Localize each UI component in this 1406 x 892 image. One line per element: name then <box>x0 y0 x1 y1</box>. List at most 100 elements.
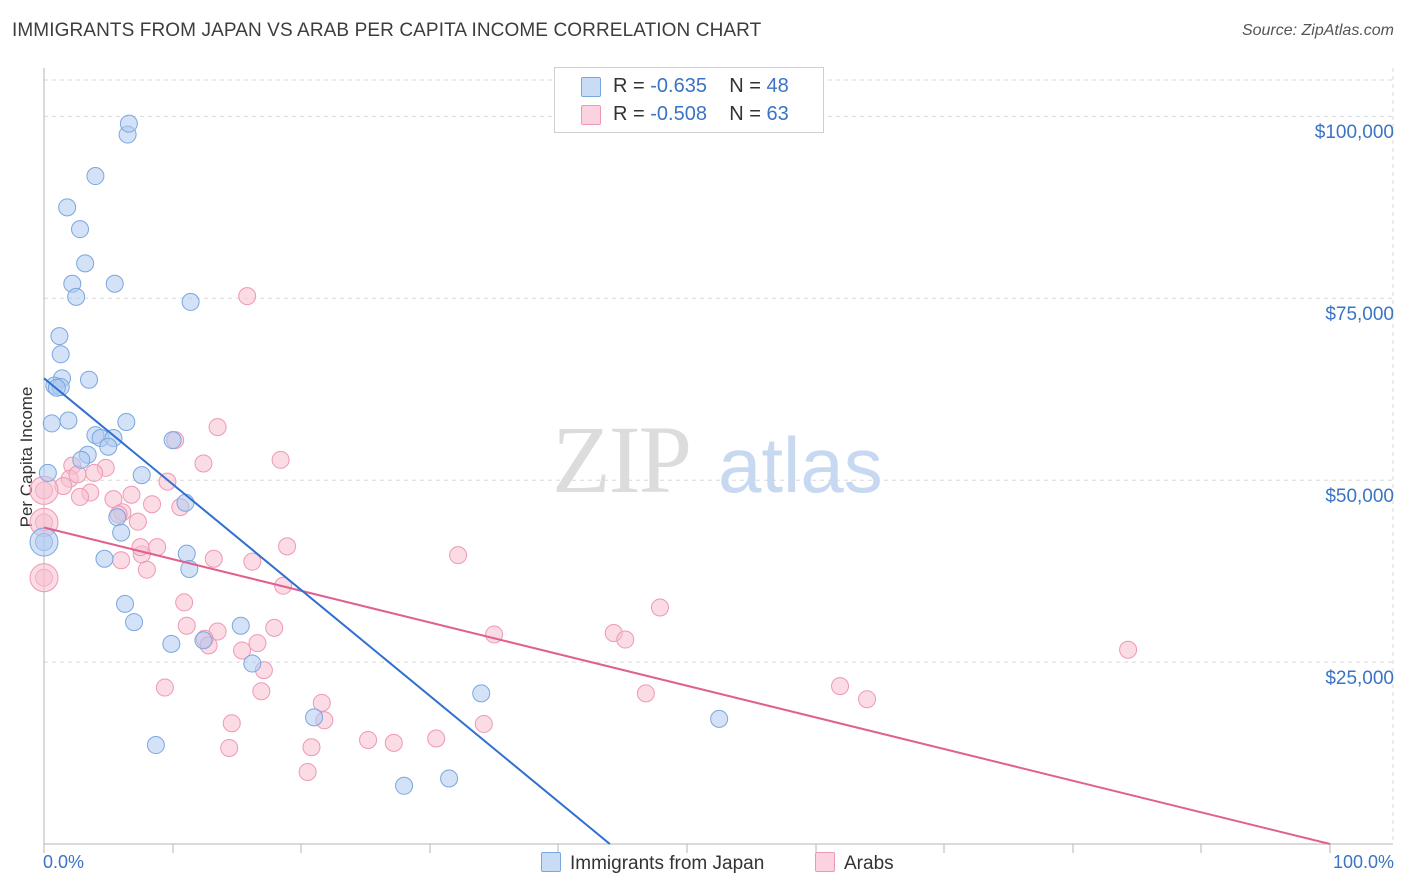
japan-point <box>95 549 114 568</box>
legend-r-value: -0.508 <box>650 103 707 125</box>
arab-point <box>831 677 850 696</box>
arab-point <box>238 287 257 306</box>
arab-point <box>474 714 493 733</box>
arab-point <box>220 738 239 757</box>
legend-n-label: N = <box>729 103 767 125</box>
japan-point <box>163 431 182 450</box>
japan-points <box>29 114 729 795</box>
japan-point <box>176 493 195 512</box>
arab-point <box>265 618 284 637</box>
japan-point <box>710 709 729 728</box>
japan-point <box>132 466 151 485</box>
arab-point <box>155 678 174 697</box>
legend-swatch-arabs <box>581 105 601 125</box>
arab-point <box>137 560 156 579</box>
japan-point <box>305 708 324 727</box>
arab-point <box>128 512 147 531</box>
bottom-legend-swatch-arabs <box>815 852 835 872</box>
bottom-legend-swatch-japan <box>541 852 561 872</box>
arab-point <box>298 762 317 781</box>
japan-point <box>86 167 105 186</box>
legend-swatch-japan <box>581 77 601 97</box>
arab-point <box>122 485 141 504</box>
japan-point <box>243 654 262 673</box>
japan-point <box>59 411 78 430</box>
japan-point <box>58 198 77 217</box>
japan-point <box>177 544 196 563</box>
japan-point <box>71 220 90 239</box>
arab-point <box>194 454 213 473</box>
arab-point <box>312 693 331 712</box>
legend-n-value: 48 <box>766 75 789 97</box>
japan-point <box>76 254 95 273</box>
arab-point <box>302 738 321 757</box>
japan-point <box>395 776 414 795</box>
arab-point <box>271 450 290 469</box>
arab-point <box>71 487 90 506</box>
watermark-zip: ZIP <box>552 406 690 513</box>
arab-point <box>384 733 403 752</box>
japan-point <box>119 114 138 133</box>
x-tick-label-max: 100.0% <box>1332 852 1394 872</box>
y-tick-label: $50,000 <box>1325 486 1394 508</box>
bottom-legend-japan[interactable]: Immigrants from Japan <box>541 852 764 875</box>
japan-point <box>162 634 181 653</box>
arab-point <box>222 714 241 733</box>
bottom-legend-arabs[interactable]: Arabs <box>815 852 894 875</box>
arab-point <box>449 546 468 565</box>
x-tick-label-min: 0.0% <box>43 852 85 872</box>
legend-n-label: N = <box>729 75 767 97</box>
correlation-legend: R = -0.635 N = 48 R = -0.508 N = 63 <box>554 67 824 133</box>
legend-r-value: -0.635 <box>650 75 707 97</box>
source-label: Source: ZipAtlas.com <box>1241 22 1394 39</box>
arab-point <box>359 730 378 749</box>
legend-r-label: R = <box>613 103 651 125</box>
japan-point <box>112 523 131 542</box>
arab-point <box>858 690 877 709</box>
japan-point <box>116 594 135 613</box>
axes <box>43 68 1393 853</box>
arab-point <box>427 729 446 748</box>
arab-point <box>278 537 297 556</box>
arab-trend-line <box>43 526 1331 845</box>
japan-point <box>42 414 61 433</box>
japan-point <box>125 613 144 632</box>
arab-point <box>143 495 162 514</box>
arab-point <box>85 463 104 482</box>
arab-point <box>204 549 223 568</box>
arab-point-large <box>29 563 59 593</box>
japan-point <box>146 736 165 755</box>
y-tick-label: $75,000 <box>1325 304 1394 326</box>
arab-point <box>243 552 262 571</box>
japan-point-large <box>29 527 59 557</box>
chart-title: IMMIGRANTS FROM JAPAN VS ARAB PER CAPITA… <box>12 20 762 41</box>
legend-r-label: R = <box>613 75 651 97</box>
japan-point <box>38 463 57 482</box>
arab-points <box>29 287 1138 781</box>
japan-point <box>51 345 70 364</box>
japan-point <box>472 684 491 703</box>
arab-point <box>208 418 227 437</box>
japan-point <box>80 370 99 389</box>
watermark-atlas: atlas <box>718 421 883 509</box>
arab-point <box>650 598 669 617</box>
japan-point <box>108 508 127 527</box>
japan-point <box>72 450 91 469</box>
japan-trend-line <box>43 377 611 845</box>
arab-point <box>177 616 196 635</box>
y-tick-label: $100,000 <box>1314 122 1394 144</box>
trend-lines <box>43 377 1331 845</box>
y-tick-label: $25,000 <box>1325 668 1394 690</box>
arab-point <box>248 634 267 653</box>
japan-point <box>105 274 124 293</box>
japan-point <box>194 631 213 650</box>
arab-point <box>636 684 655 703</box>
bottom-legend-label-arabs: Arabs <box>844 853 894 874</box>
japan-point <box>440 769 459 788</box>
arab-point <box>233 641 252 660</box>
japan-point <box>67 287 86 306</box>
arab-point <box>175 593 194 612</box>
japan-point <box>50 327 69 346</box>
japan-point <box>231 616 250 635</box>
